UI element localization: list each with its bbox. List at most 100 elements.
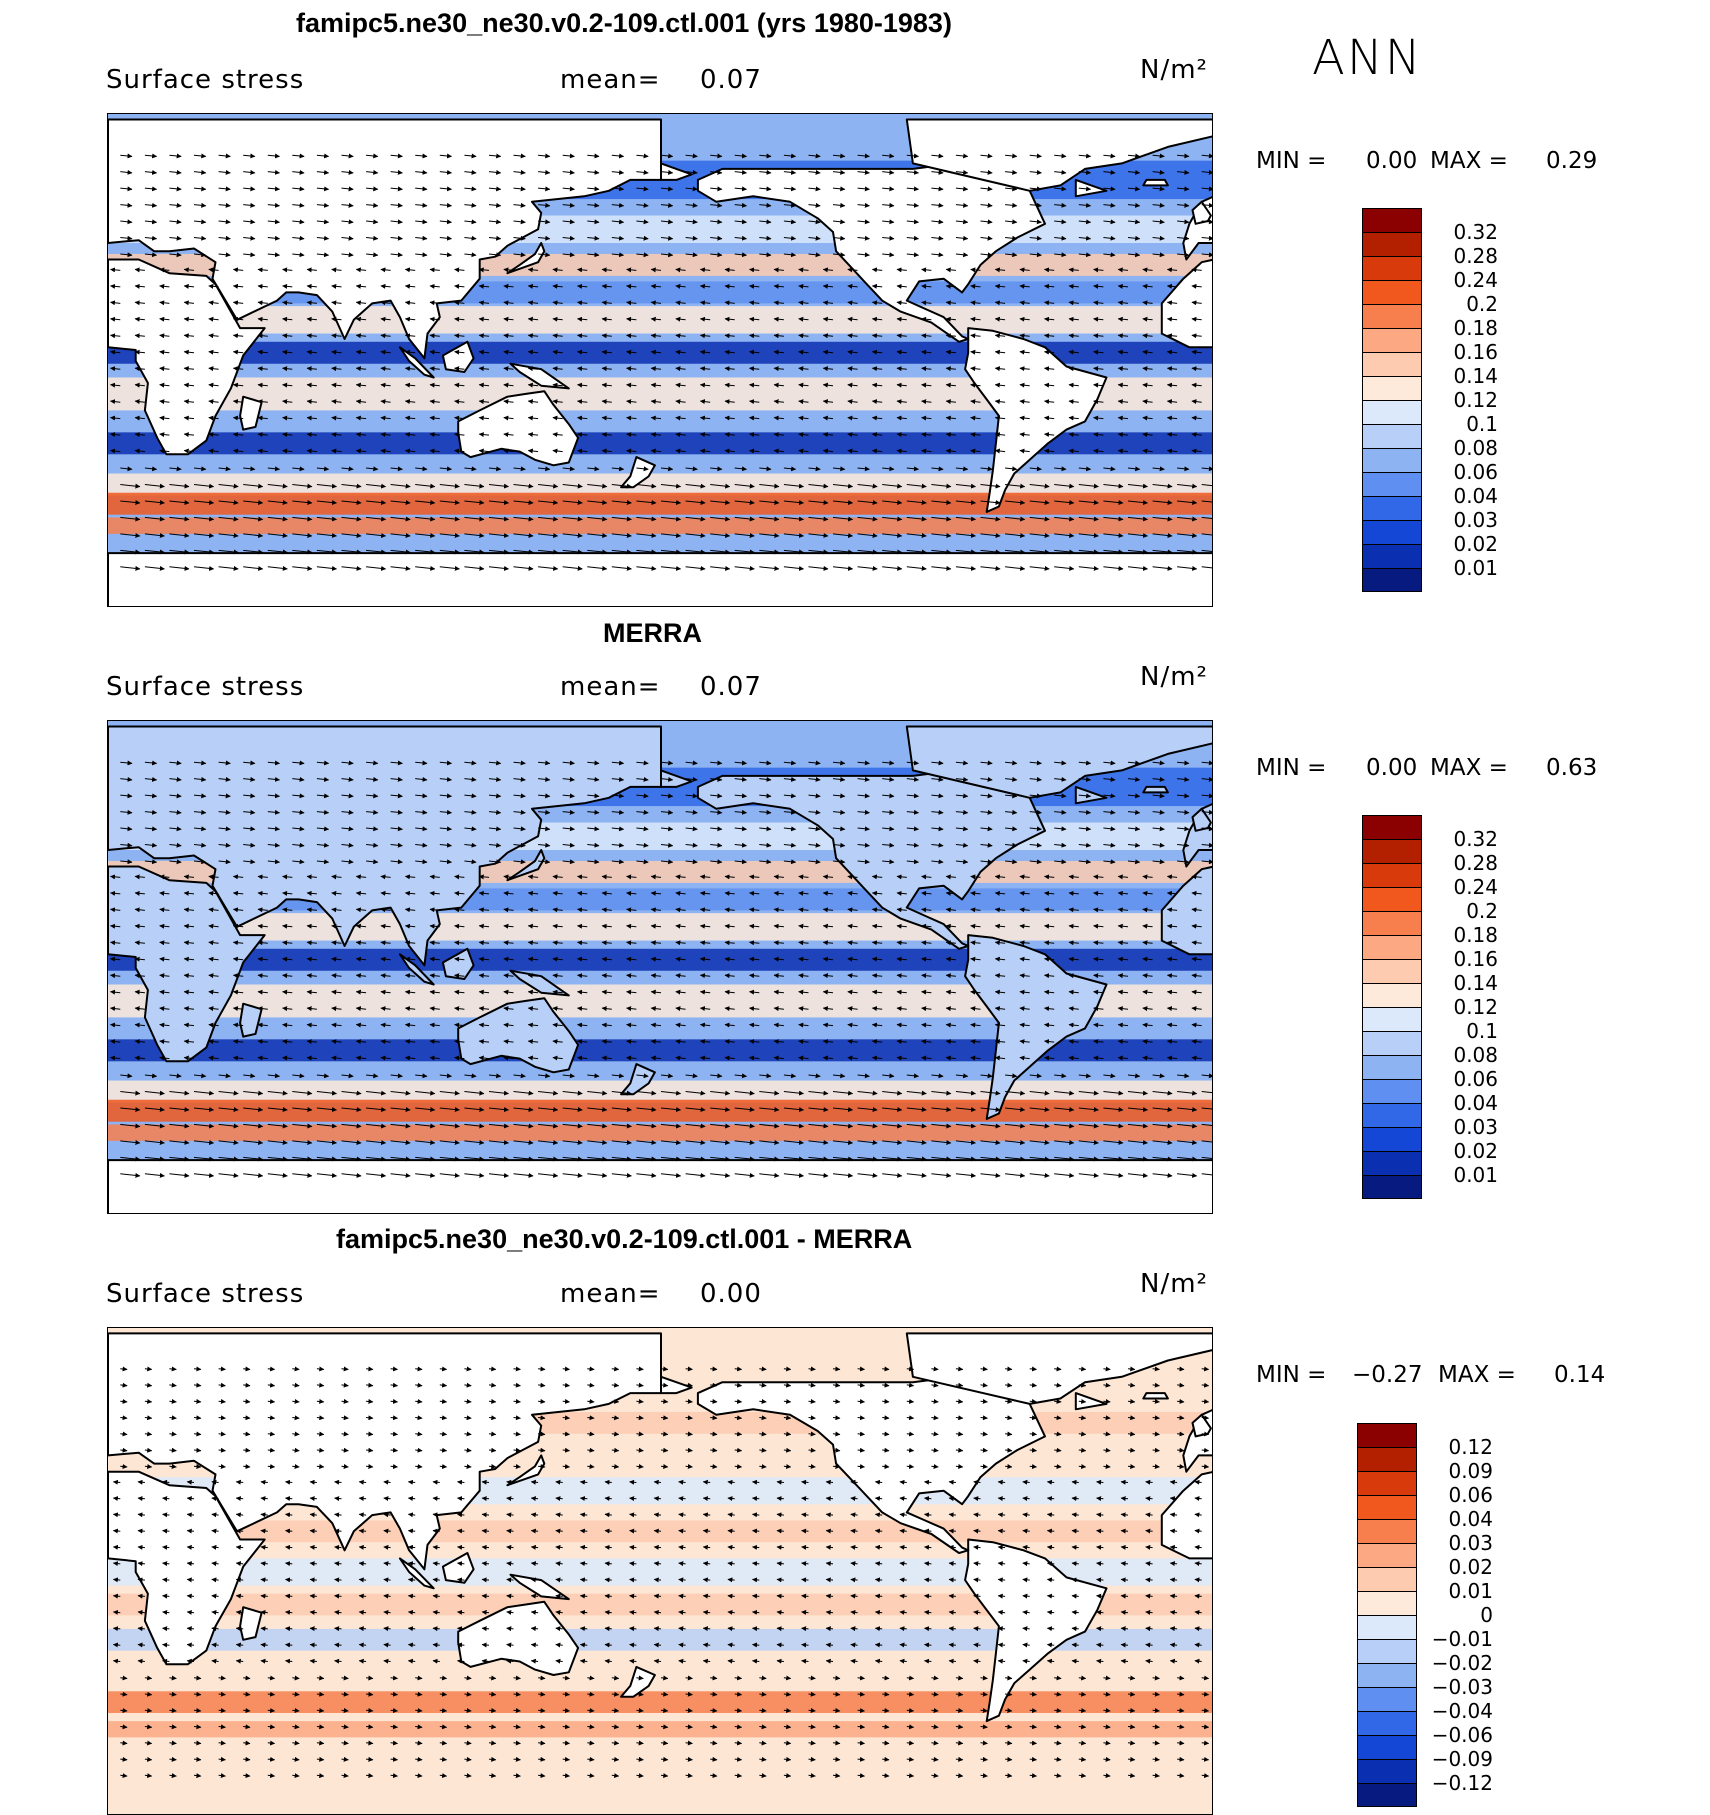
panel-1-title: famipc5.ne30_ne30.v0.2-109.ctl.001 (yrs … [296,8,952,38]
colorbar-swatch [1362,232,1422,256]
panel-1-max-label: MAX = [1430,148,1508,174]
colorbar-tick-label: 0.14 [1453,364,1498,388]
colorbar-swatch [1357,1519,1417,1543]
panel-3-map [107,1327,1213,1815]
colorbar-swatch [1362,887,1422,911]
colorbar-tick-label: 0.12 [1448,1435,1493,1459]
colorbar-tick-label: 0.08 [1453,1043,1498,1067]
colorbar-swatch [1362,959,1422,983]
colorbar-swatch [1362,424,1422,448]
colorbar-swatch [1362,911,1422,935]
colorbar-swatch [1357,1567,1417,1591]
colorbar-tick-label: 0.02 [1453,1139,1498,1163]
colorbar-tick-label: 0.2 [1466,292,1498,316]
panel-1-mean-value: 0.07 [700,65,762,95]
colorbar-swatch [1357,1783,1417,1807]
colorbar-swatch [1357,1591,1417,1615]
panel-3-title: famipc5.ne30_ne30.v0.2-109.ctl.001 - MER… [336,1224,913,1254]
colorbar-tick-label: 0.04 [1448,1507,1493,1531]
colorbar-swatch [1357,1711,1417,1735]
panel-1-mean-label: mean= [560,65,661,95]
colorbar-tick-label: 0.1 [1466,412,1498,436]
colorbar-swatch [1362,352,1422,376]
colorbar-tick-label: 0.24 [1453,268,1498,292]
colorbar-tick-label: 0 [1480,1603,1493,1627]
colorbar-swatch [1362,839,1422,863]
colorbar-tick-label: −0.02 [1431,1651,1493,1675]
season-label: ANN [1312,30,1423,86]
colorbar-tick-label: 0.1 [1466,1019,1498,1043]
colorbar-swatch [1357,1687,1417,1711]
colorbar-swatch [1357,1495,1417,1519]
panel-2-mean-value: 0.07 [700,672,762,702]
panel-3-max-label: MAX = [1438,1362,1516,1388]
panel-2-max-value: 0.63 [1546,755,1598,781]
colorbar-swatch [1362,328,1422,352]
colorbar-swatch [1362,376,1422,400]
panel-3-variable: Surface stress [106,1279,305,1309]
colorbar-swatch [1357,1759,1417,1783]
colorbar-swatch [1362,1055,1422,1079]
colorbar-tick-label: 0.03 [1453,1115,1498,1139]
colorbar-swatch [1362,544,1422,568]
colorbar-tick-label: 0.16 [1453,947,1498,971]
colorbar-swatch [1362,1151,1422,1175]
colorbar-swatch [1357,1543,1417,1567]
panel-1-max-value: 0.29 [1546,148,1598,174]
colorbar-swatch [1357,1447,1417,1471]
colorbar-tick-label: 0.03 [1453,508,1498,532]
panel-2-min-label: MIN = [1256,755,1327,781]
panel-2-units: N/m² [1140,662,1208,692]
panel-3-min-label: MIN = [1256,1362,1327,1388]
panel-2-variable: Surface stress [106,672,305,702]
colorbar-tick-label: −0.12 [1431,1771,1493,1795]
panel-2-min-value: 0.00 [1366,755,1418,781]
colorbar-frame [1362,815,1422,1199]
colorbar-tick-label: 0.01 [1448,1579,1493,1603]
colorbar-tick-label: 0.06 [1453,460,1498,484]
colorbar-swatch [1362,1031,1422,1055]
colorbar-swatch [1362,472,1422,496]
colorbar-tick-label: 0.12 [1453,388,1498,412]
colorbar-swatch [1362,568,1422,592]
colorbar-tick-label: 0.14 [1453,971,1498,995]
colorbar-swatch [1362,400,1422,424]
panel-3-min-value: −0.27 [1352,1362,1423,1388]
panel-2-max-label: MAX = [1430,755,1508,781]
panel-2-title: MERRA [603,618,702,648]
colorbar-tick-label: 0.06 [1448,1483,1493,1507]
colorbar-tick-label: 0.16 [1453,340,1498,364]
colorbar-tick-label: 0.28 [1453,244,1498,268]
colorbar-tick-label: 0.18 [1453,316,1498,340]
colorbar-frame [1362,208,1422,592]
colorbar-tick-label: 0.01 [1453,556,1498,580]
colorbar-tick-label: 0.01 [1453,1163,1498,1187]
colorbar-tick-label: 0.09 [1448,1459,1493,1483]
panel-1-min-value: 0.00 [1366,148,1418,174]
colorbar-swatch [1362,1007,1422,1031]
panel-1-variable: Surface stress [106,65,305,95]
colorbar-tick-label: 0.12 [1453,995,1498,1019]
colorbar-swatch [1357,1735,1417,1759]
colorbar-swatch [1362,1079,1422,1103]
colorbar-swatch [1357,1615,1417,1639]
panel-3-units: N/m² [1140,1269,1208,1299]
colorbar-tick-label: −0.04 [1431,1699,1493,1723]
colorbar-tick-label: −0.03 [1431,1675,1493,1699]
colorbar-swatch [1357,1663,1417,1687]
colorbar-swatch [1362,496,1422,520]
colorbar-tick-label: 0.04 [1453,484,1498,508]
colorbar-swatch [1362,1127,1422,1151]
colorbar-swatch [1362,280,1422,304]
panel-3-mean-value: 0.00 [700,1279,762,1309]
panel-2-mean-label: mean= [560,672,661,702]
colorbar-swatch [1362,304,1422,328]
colorbar-tick-label: −0.09 [1431,1747,1493,1771]
colorbar-tick-label: 0.02 [1448,1555,1493,1579]
colorbar-swatch [1362,983,1422,1007]
colorbar-tick-label: −0.01 [1431,1627,1493,1651]
panel-3-max-value: 0.14 [1554,1362,1606,1388]
colorbar-swatch [1362,520,1422,544]
colorbar-frame [1357,1423,1417,1807]
panel-1-map [107,113,1213,607]
